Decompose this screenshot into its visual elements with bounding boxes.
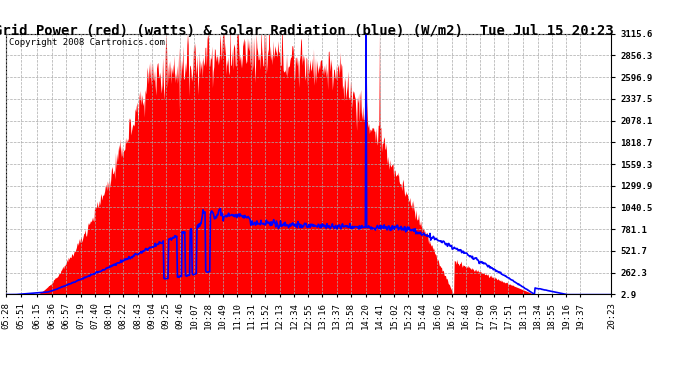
Text: Grid Power (red) (watts) & Solar Radiation (blue) (W/m2)  Tue Jul 15 20:23: Grid Power (red) (watts) & Solar Radiati… (0, 24, 613, 38)
Text: Copyright 2008 Cartronics.com: Copyright 2008 Cartronics.com (8, 38, 164, 46)
